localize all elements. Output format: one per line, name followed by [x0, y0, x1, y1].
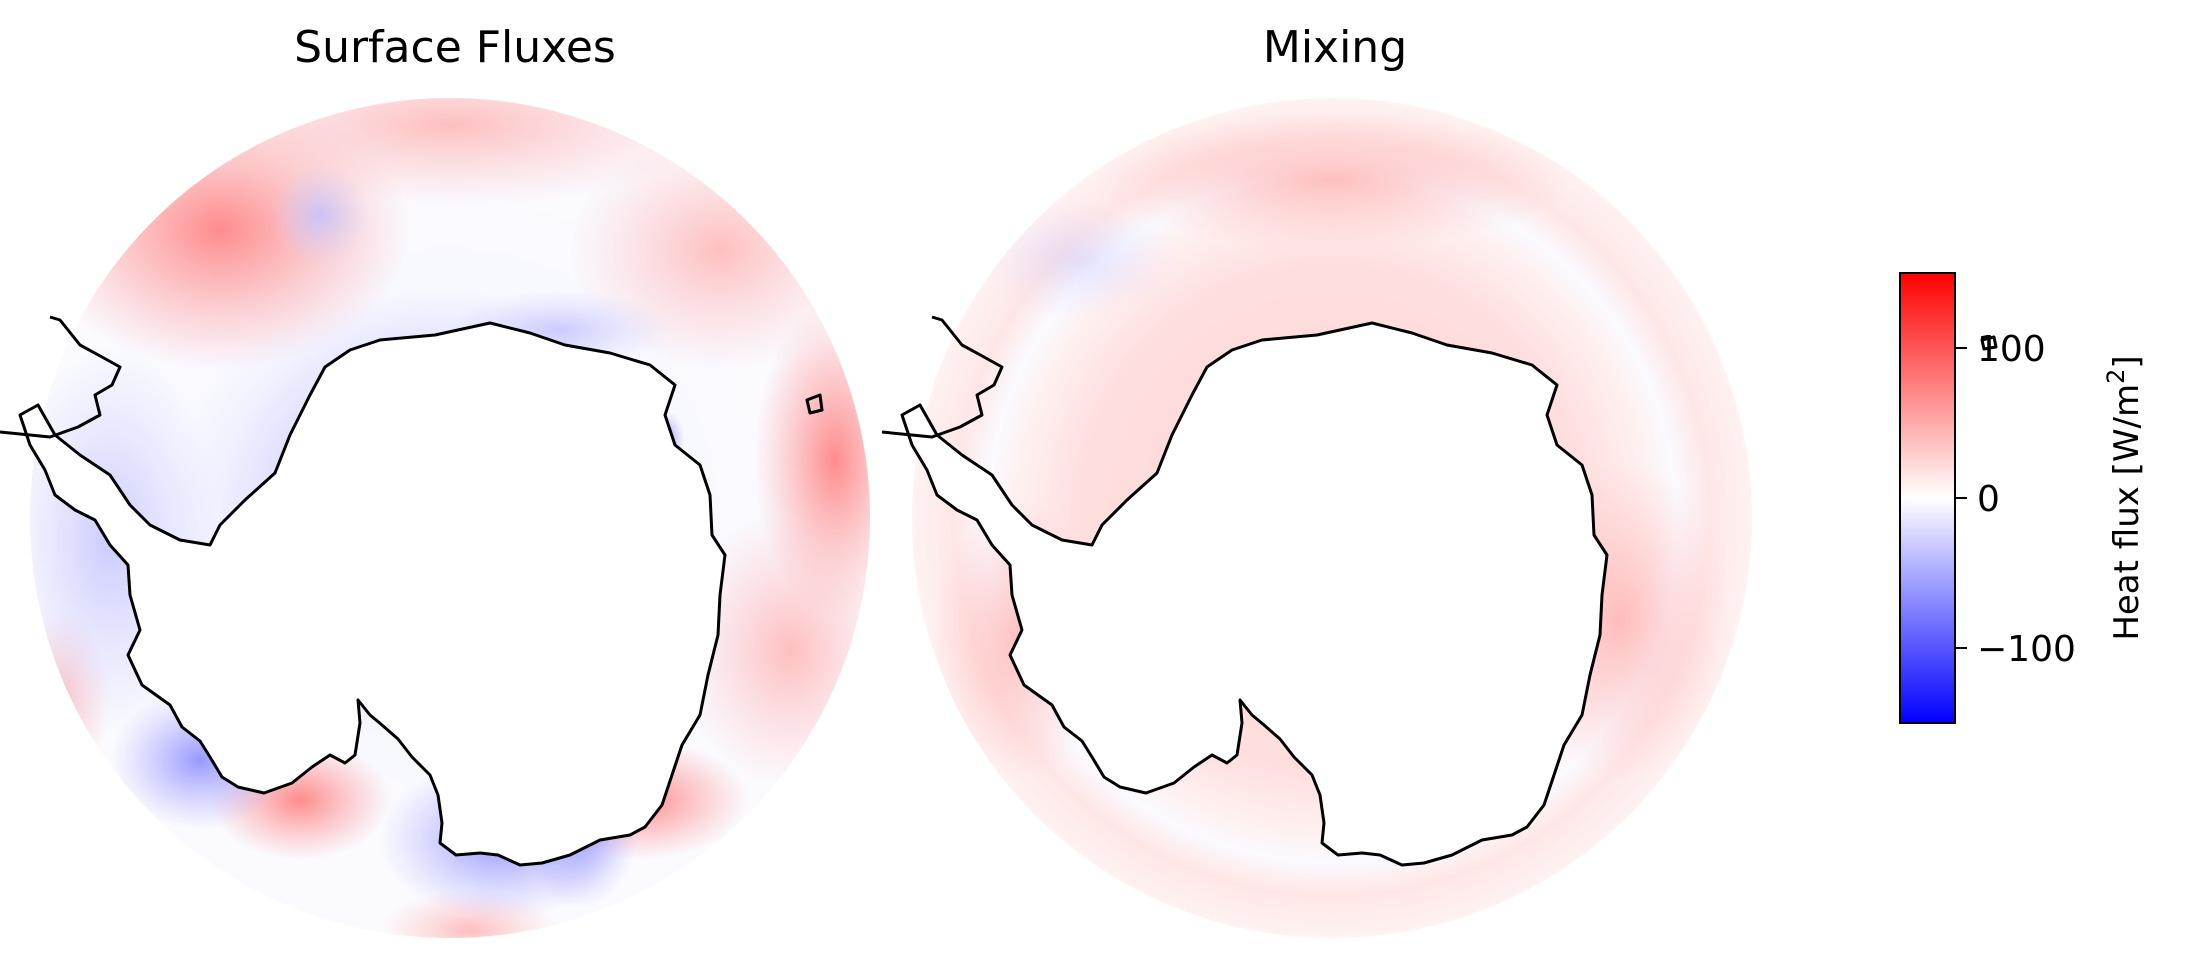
colorbar-tick-label: −100	[1977, 629, 2076, 670]
colorbar-tick-label: 100	[1977, 329, 2046, 370]
mixing-map	[805, 98, 1998, 938]
colorbar-tick-label: 0	[1977, 479, 2000, 520]
colorbar: 100 0 −100 Heat flux [W/m2]	[1899, 272, 2147, 724]
colorbar-label: Heat flux [W/m2]	[2102, 355, 2147, 640]
colorbar-scale	[1899, 272, 1956, 724]
panel-title-surface-fluxes: Surface Fluxes	[294, 22, 616, 73]
panel-title-mixing: Mixing	[1262, 22, 1408, 73]
